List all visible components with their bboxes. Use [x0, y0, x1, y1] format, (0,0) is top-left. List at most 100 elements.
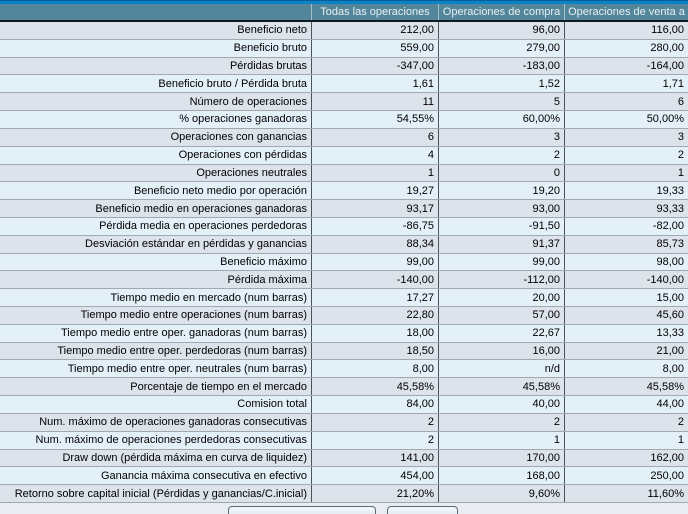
cell-value: 16,00 [438, 342, 564, 360]
row-label: Tiempo medio entre oper. ganadoras (num … [61, 327, 307, 340]
cell-value: 18,00 [311, 324, 438, 342]
row-label: Tiempo medio en mercado (num barras) [110, 291, 307, 304]
cell-value: 85,73 [564, 235, 688, 253]
footer-bar [0, 503, 688, 514]
cell-value: 9,60% [438, 485, 564, 502]
row-label: Tiempo medio entre oper. neutrales (num … [67, 362, 307, 375]
cell-value: 6 [311, 128, 438, 146]
row-label: Pérdida media en operaciones perdedoras [99, 220, 307, 233]
cell-value: 5 [438, 93, 564, 111]
cell-value: 93,33 [564, 200, 688, 217]
row-label: Operaciones con pérdidas [178, 149, 307, 162]
cell-value: 45,58% [311, 378, 438, 396]
column-header-all-operations: Todas las operaciones [311, 4, 438, 20]
column-header-labels-empty [0, 4, 311, 20]
cell-value: 280,00 [564, 39, 688, 57]
cell-value: 168,00 [438, 467, 564, 485]
row-label: Beneficio neto medio por operación [133, 184, 307, 197]
cell-value: 454,00 [311, 467, 438, 485]
cell-value: 1 [564, 164, 688, 182]
cell-value: 141,00 [311, 449, 438, 467]
table-row: Comision total 84,00 40,00 44,00 [0, 396, 688, 414]
cell-value: 99,00 [438, 253, 564, 271]
table-row: Operaciones con pérdidas 4 2 2 [0, 146, 688, 165]
top-navy-stripe [0, 0, 688, 1]
cell-value: 2 [438, 413, 564, 431]
cell-value: 40,00 [438, 396, 564, 413]
cell-value: 19,27 [311, 182, 438, 200]
table-row: Beneficio neto 212,00 96,00 116,00 [0, 22, 688, 40]
table-row: Operaciones con ganancias 6 3 3 [0, 128, 688, 147]
cell-value: 45,58% [438, 378, 564, 396]
cell-value: 0 [438, 164, 564, 182]
row-label: Comision total [237, 398, 307, 411]
cell-value: 2 [311, 413, 438, 431]
cell-value: -347,00 [311, 57, 438, 75]
row-label: Operaciones neutrales [196, 166, 307, 179]
cell-value: 22,80 [311, 307, 438, 324]
cell-value: 2 [438, 146, 564, 164]
cell-value: 11,60% [564, 485, 688, 502]
cell-value: 45,60 [564, 307, 688, 324]
row-label: Num. máximo de operaciones perdedoras co… [35, 434, 307, 447]
cell-value: 1,61 [311, 75, 438, 93]
cell-value: 60,00% [438, 111, 564, 128]
cell-value: 1,52 [438, 75, 564, 93]
cell-value: n/d [438, 360, 564, 378]
cell-value: -86,75 [311, 217, 438, 235]
row-label: Retorno sobre capital inicial (Pérdidas … [14, 487, 307, 500]
cell-value: 22,67 [438, 324, 564, 342]
table-row: Operaciones neutrales 1 0 1 [0, 164, 688, 183]
cell-value: 93,00 [438, 200, 564, 217]
cell-value: -183,00 [438, 57, 564, 75]
cell-value: 50,00% [564, 111, 688, 128]
table-row: Draw down (pérdida máxima en curva de li… [0, 449, 688, 468]
table-row: Pérdidas brutas -347,00 -183,00 -164,00 [0, 57, 688, 76]
cell-value: 8,00 [311, 360, 438, 378]
cell-value: 54,55% [311, 111, 438, 128]
cell-value: 88,34 [311, 235, 438, 253]
row-label: Beneficio bruto / Pérdida bruta [158, 77, 307, 90]
row-label: Porcentaje de tiempo en el mercado [130, 380, 307, 393]
table-row: Beneficio medio en operaciones ganadoras… [0, 200, 688, 218]
table-row: Tiempo medio entre operaciones (num barr… [0, 307, 688, 325]
cell-value: 18,50 [311, 342, 438, 360]
cell-value: 212,00 [311, 22, 438, 39]
footer-button-right[interactable] [387, 506, 458, 514]
cell-value: 98,00 [564, 253, 688, 271]
cell-value: -140,00 [564, 271, 688, 289]
row-label: Tiempo medio entre oper. perdedoras (num… [57, 345, 307, 358]
cell-value: 162,00 [564, 449, 688, 467]
row-label: Beneficio neto [237, 24, 307, 37]
cell-value: 57,00 [438, 307, 564, 324]
table-row: % operaciones ganadoras 54,55% 60,00% 50… [0, 111, 688, 129]
table-row: Beneficio neto medio por operación 19,27… [0, 182, 688, 201]
table-row: Tiempo medio entre oper. perdedoras (num… [0, 342, 688, 361]
table-row: Desviación estándar en pérdidas y gananc… [0, 235, 688, 254]
table-row: Porcentaje de tiempo en el mercado 45,58… [0, 378, 688, 397]
cell-value: 4 [311, 146, 438, 164]
cell-value: 1 [311, 164, 438, 182]
row-label: Ganancia máxima consecutiva en efectivo [100, 469, 307, 482]
cell-value: 45,58% [564, 378, 688, 396]
column-header-buy-operations: Operaciones de compra [438, 4, 564, 20]
cell-value: -112,00 [438, 271, 564, 289]
table-row: Ganancia máxima consecutiva en efectivo … [0, 467, 688, 486]
table-row: Num. máximo de operaciones perdedoras co… [0, 431, 688, 450]
cell-value: 250,00 [564, 467, 688, 485]
cell-value: 1,71 [564, 75, 688, 93]
table-row: Beneficio máximo 99,00 99,00 98,00 [0, 253, 688, 272]
cell-value: 116,00 [564, 22, 688, 39]
table-row: Tiempo medio entre oper. neutrales (num … [0, 360, 688, 379]
cell-value: 13,33 [564, 324, 688, 342]
table-row: Num. máximo de operaciones ganadoras con… [0, 413, 688, 432]
cell-value: 11 [311, 93, 438, 111]
row-label: Número de operaciones [189, 95, 307, 108]
row-label: Beneficio bruto [233, 42, 307, 55]
table-header-row: Todas las operaciones Operaciones de com… [0, 4, 688, 22]
cell-value: 84,00 [311, 396, 438, 413]
footer-button-left[interactable] [228, 506, 376, 514]
cell-value: -91,50 [438, 217, 564, 235]
row-label: Tiempo medio entre operaciones (num barr… [80, 309, 307, 322]
